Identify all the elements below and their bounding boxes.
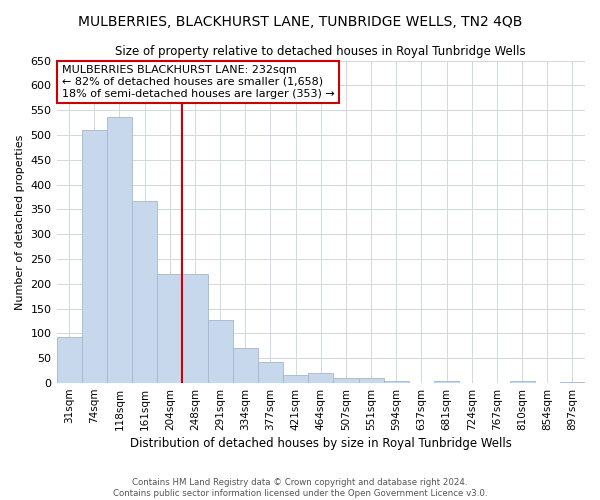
Bar [107,116,132,383]
Bar [334,378,359,383]
Bar [258,362,283,383]
Bar [132,201,157,383]
Text: MULBERRIES BLACKHURST LANE: 232sqm
← 82% of detached houses are smaller (1,658)
: MULBERRIES BLACKHURST LANE: 232sqm ← 82%… [62,66,335,98]
Bar [359,378,383,383]
Bar [82,130,107,383]
X-axis label: Distribution of detached houses by size in Royal Tunbridge Wells: Distribution of detached houses by size … [130,437,512,450]
Y-axis label: Number of detached properties: Number of detached properties [15,134,25,310]
Bar [509,380,535,383]
Bar [560,382,585,383]
Bar [182,274,208,383]
Bar [157,274,182,383]
Bar [283,374,308,383]
Bar [434,380,459,383]
Title: Size of property relative to detached houses in Royal Tunbridge Wells: Size of property relative to detached ho… [115,45,526,58]
Text: MULBERRIES, BLACKHURST LANE, TUNBRIDGE WELLS, TN2 4QB: MULBERRIES, BLACKHURST LANE, TUNBRIDGE W… [78,15,522,29]
Bar [208,320,233,383]
Bar [233,348,258,383]
Bar [308,372,334,383]
Bar [383,381,409,383]
Text: Contains HM Land Registry data © Crown copyright and database right 2024.
Contai: Contains HM Land Registry data © Crown c… [113,478,487,498]
Bar [56,337,82,383]
